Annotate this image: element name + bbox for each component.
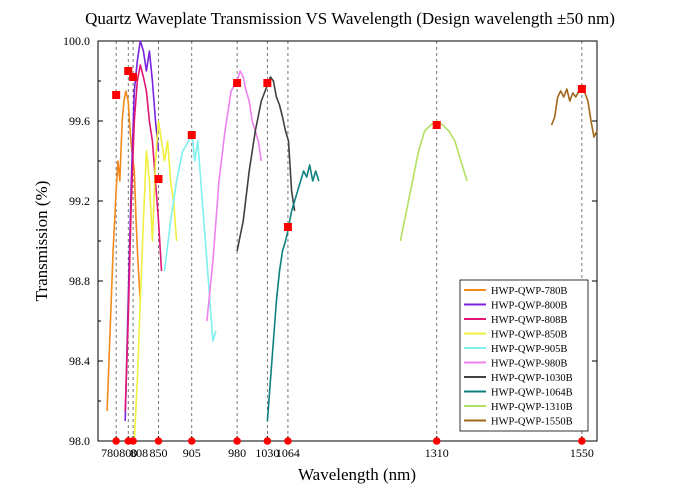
design-point-marker	[577, 85, 586, 93]
legend-label: HWP-QWP-1550B	[491, 417, 573, 428]
design-wavelength-dot	[129, 437, 137, 445]
x-tick-label: 780	[101, 446, 119, 460]
design-point-marker	[124, 67, 133, 75]
design-wavelength-dot	[154, 437, 163, 445]
design-wavelength-dot	[284, 437, 292, 445]
legend-label: HWP-QWP-1030B	[491, 373, 573, 384]
series-line-HWP-QWP-1550B	[550, 84, 598, 138]
design-point-marker	[112, 91, 121, 99]
chart-title: Quartz Waveplate Transmission VS Wavelen…	[85, 9, 615, 28]
series-line-HWP-QWP-850B	[133, 120, 178, 442]
legend-label: HWP-QWP-800B	[491, 301, 567, 312]
series-line-HWP-QWP-1064B	[266, 164, 320, 422]
y-tick-label: 98.4	[69, 354, 90, 368]
design-point-marker	[233, 79, 242, 87]
legend: HWP-QWP-780B HWP-QWP-800B HWP-QWP-808B HWP-…	[459, 279, 589, 432]
design-point-marker	[283, 223, 292, 231]
legend-label: HWP-QWP-808B	[491, 315, 567, 326]
x-tick-label: 808	[130, 446, 148, 460]
series-line-HWP-QWP-1310B	[399, 120, 468, 242]
x-tick-label: 1064	[276, 446, 300, 460]
design-wavelength-dot	[432, 437, 441, 445]
design-point-marker	[432, 121, 441, 129]
series-line-HWP-QWP-1030B	[236, 76, 296, 252]
legend-label: HWP-QWP-1310B	[491, 402, 573, 413]
legend-label: HWP-QWP-850B	[491, 330, 567, 341]
series-line-HWP-QWP-980B	[206, 70, 263, 322]
x-tick-label: 800	[119, 446, 137, 460]
x-tick-label: 850	[149, 446, 167, 460]
x-tick-label: 1030	[255, 446, 279, 460]
design-point-marker	[263, 79, 272, 87]
y-tick-label: 99.6	[69, 114, 90, 128]
design-wavelength-dot	[233, 437, 241, 445]
legend-label: HWP-QWP-905B	[491, 344, 567, 355]
design-wavelength-dot	[578, 437, 586, 445]
legend-label: HWP-QWP-780B	[491, 286, 567, 297]
grid-layer	[115, 41, 583, 441]
legend-label: HWP-QWP-1064B	[491, 388, 573, 399]
x-tick-label: 980	[228, 446, 246, 460]
design-wavelength-dot	[263, 437, 272, 445]
x-tick-label: 1310	[425, 446, 449, 460]
x-tick-label: 905	[183, 446, 201, 460]
series-line-HWP-QWP-780B	[106, 90, 142, 412]
y-tick-label: 99.2	[69, 194, 90, 208]
x-tick-label: 1550	[570, 446, 594, 460]
y-tick-label: 98.8	[69, 274, 90, 288]
design-point-marker	[154, 175, 163, 183]
design-wavelength-dot	[112, 437, 120, 445]
design-wavelength-dot	[187, 437, 196, 445]
y-tick-label: 98.0	[69, 434, 90, 448]
x-axis-label: Wavelength (nm)	[298, 465, 416, 484]
y-axis-label: Transmission (%)	[32, 181, 51, 302]
design-point-marker	[187, 131, 196, 139]
legend-label: HWP-QWP-980B	[491, 359, 567, 370]
marker-layer	[112, 67, 586, 445]
y-tick-label: 100.0	[63, 34, 90, 48]
design-point-marker	[129, 73, 138, 81]
